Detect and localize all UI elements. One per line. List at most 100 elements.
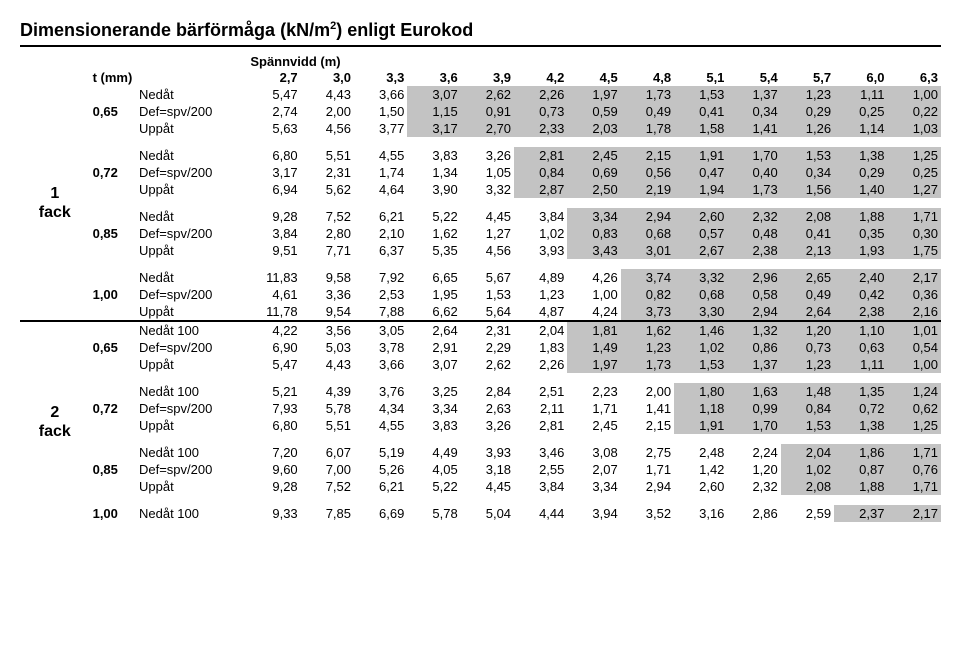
value-cell: 2,04 bbox=[781, 444, 834, 461]
table-row: 0,72Nedåt6,805,514,553,833,262,812,452,1… bbox=[20, 147, 941, 164]
row-label: Def=spv/200 bbox=[136, 225, 247, 242]
value-cell: 1,37 bbox=[727, 86, 780, 103]
value-cell: 2,87 bbox=[514, 181, 567, 198]
value-cell: 0,72 bbox=[834, 400, 887, 417]
value-cell: 3,17 bbox=[247, 164, 300, 181]
value-cell: 6,21 bbox=[354, 478, 407, 495]
table-row: Uppåt9,287,526,215,224,453,843,342,942,6… bbox=[20, 478, 941, 495]
value-cell: 4,22 bbox=[247, 322, 300, 339]
value-cell: 3,26 bbox=[461, 147, 514, 164]
table-row: Def=spv/2003,842,802,101,621,271,020,830… bbox=[20, 225, 941, 242]
value-cell: 1,78 bbox=[621, 120, 674, 137]
table-row: 0,72Nedåt 1005,214,393,763,252,842,512,2… bbox=[20, 383, 941, 400]
value-cell: 2,62 bbox=[461, 356, 514, 373]
value-cell: 1,35 bbox=[834, 383, 887, 400]
value-cell: 9,33 bbox=[247, 505, 300, 522]
value-cell: 2,62 bbox=[461, 86, 514, 103]
value-cell: 1,42 bbox=[674, 461, 727, 478]
value-cell: 1,88 bbox=[834, 478, 887, 495]
value-cell: 3,34 bbox=[407, 400, 460, 417]
value-cell: 3,78 bbox=[354, 339, 407, 356]
value-cell: 2,00 bbox=[621, 383, 674, 400]
value-cell: 2,60 bbox=[674, 208, 727, 225]
value-cell: 3,34 bbox=[567, 478, 620, 495]
value-cell: 1,18 bbox=[674, 400, 727, 417]
span-col-header: 3,6 bbox=[407, 69, 460, 86]
value-cell: 2,16 bbox=[887, 303, 941, 321]
value-cell: 1,23 bbox=[781, 356, 834, 373]
value-cell: 0,56 bbox=[621, 164, 674, 181]
table-row: 1,00Nedåt 1009,337,856,695,785,044,443,9… bbox=[20, 505, 941, 522]
value-cell: 0,73 bbox=[781, 339, 834, 356]
value-cell: 3,77 bbox=[354, 120, 407, 137]
table-row: Def=spv/2007,935,784,343,342,632,111,711… bbox=[20, 400, 941, 417]
value-cell: 1,23 bbox=[781, 86, 834, 103]
value-cell: 0,83 bbox=[567, 225, 620, 242]
value-cell: 4,43 bbox=[301, 356, 354, 373]
row-label: Uppåt bbox=[136, 356, 247, 373]
value-cell: 2,94 bbox=[621, 478, 674, 495]
value-cell: 3,32 bbox=[461, 181, 514, 198]
value-cell: 5,64 bbox=[461, 303, 514, 321]
value-cell: 2,26 bbox=[514, 356, 567, 373]
value-cell: 2,24 bbox=[727, 444, 780, 461]
value-cell: 5,51 bbox=[301, 417, 354, 434]
value-cell: 1,91 bbox=[674, 147, 727, 164]
value-cell: 2,94 bbox=[727, 303, 780, 321]
value-cell: 2,38 bbox=[834, 303, 887, 321]
value-cell: 2,29 bbox=[461, 339, 514, 356]
value-cell: 4,55 bbox=[354, 417, 407, 434]
value-cell: 4,56 bbox=[301, 120, 354, 137]
value-cell: 0,54 bbox=[887, 339, 941, 356]
row-label: Uppåt bbox=[136, 242, 247, 259]
value-cell: 3,52 bbox=[621, 505, 674, 522]
value-cell: 9,58 bbox=[301, 269, 354, 286]
value-cell: 2,96 bbox=[727, 269, 780, 286]
value-cell: 1,94 bbox=[674, 181, 727, 198]
value-cell: 1,38 bbox=[834, 417, 887, 434]
span-col-header: 3,0 bbox=[301, 69, 354, 86]
value-cell: 1,50 bbox=[354, 103, 407, 120]
thickness-cell: 0,65 bbox=[90, 86, 136, 137]
value-cell: 2,07 bbox=[567, 461, 620, 478]
value-cell: 0,34 bbox=[727, 103, 780, 120]
span-col-header: 5,4 bbox=[727, 69, 780, 86]
row-label: Nedåt 100 bbox=[136, 322, 247, 339]
row-label: Nedåt 100 bbox=[136, 444, 247, 461]
value-cell: 1,97 bbox=[567, 86, 620, 103]
value-cell: 2,84 bbox=[461, 383, 514, 400]
row-label: Nedåt 100 bbox=[136, 505, 247, 522]
value-cell: 3,05 bbox=[354, 322, 407, 339]
table-row: Uppåt6,805,514,553,833,262,812,452,151,9… bbox=[20, 417, 941, 434]
value-cell: 0,99 bbox=[727, 400, 780, 417]
page-title: Dimensionerande bärförmåga (kN/m2) enlig… bbox=[20, 20, 941, 41]
value-cell: 5,19 bbox=[354, 444, 407, 461]
table-row: 1fack0,65Nedåt5,474,433,663,072,622,261,… bbox=[20, 86, 941, 103]
group-spacer bbox=[20, 434, 941, 444]
value-cell: 1,53 bbox=[461, 286, 514, 303]
value-cell: 5,03 bbox=[301, 339, 354, 356]
value-cell: 1,70 bbox=[727, 417, 780, 434]
value-cell: 0,34 bbox=[781, 164, 834, 181]
value-cell: 1,71 bbox=[887, 208, 941, 225]
section-label-word: fack bbox=[23, 203, 87, 222]
row-label: Uppåt bbox=[136, 303, 247, 321]
value-cell: 0,68 bbox=[674, 286, 727, 303]
value-cell: 1,95 bbox=[407, 286, 460, 303]
value-cell: 2,75 bbox=[621, 444, 674, 461]
table-row: Uppåt9,517,716,375,354,563,933,433,012,6… bbox=[20, 242, 941, 259]
title-rule bbox=[20, 45, 941, 47]
value-cell: 3,73 bbox=[621, 303, 674, 321]
value-cell: 2,51 bbox=[514, 383, 567, 400]
value-cell: 1,11 bbox=[834, 86, 887, 103]
value-cell: 1,00 bbox=[887, 356, 941, 373]
span-col-header: 2,7 bbox=[247, 69, 300, 86]
span-col-header: 4,5 bbox=[567, 69, 620, 86]
table-row: 0,85Nedåt 1007,206,075,194,493,933,463,0… bbox=[20, 444, 941, 461]
value-cell: 2,45 bbox=[567, 417, 620, 434]
value-cell: 1,74 bbox=[354, 164, 407, 181]
table-row: Uppåt11,789,547,886,625,644,874,243,733,… bbox=[20, 303, 941, 321]
value-cell: 3,56 bbox=[301, 322, 354, 339]
value-cell: 1,25 bbox=[887, 417, 941, 434]
value-cell: 1,70 bbox=[727, 147, 780, 164]
